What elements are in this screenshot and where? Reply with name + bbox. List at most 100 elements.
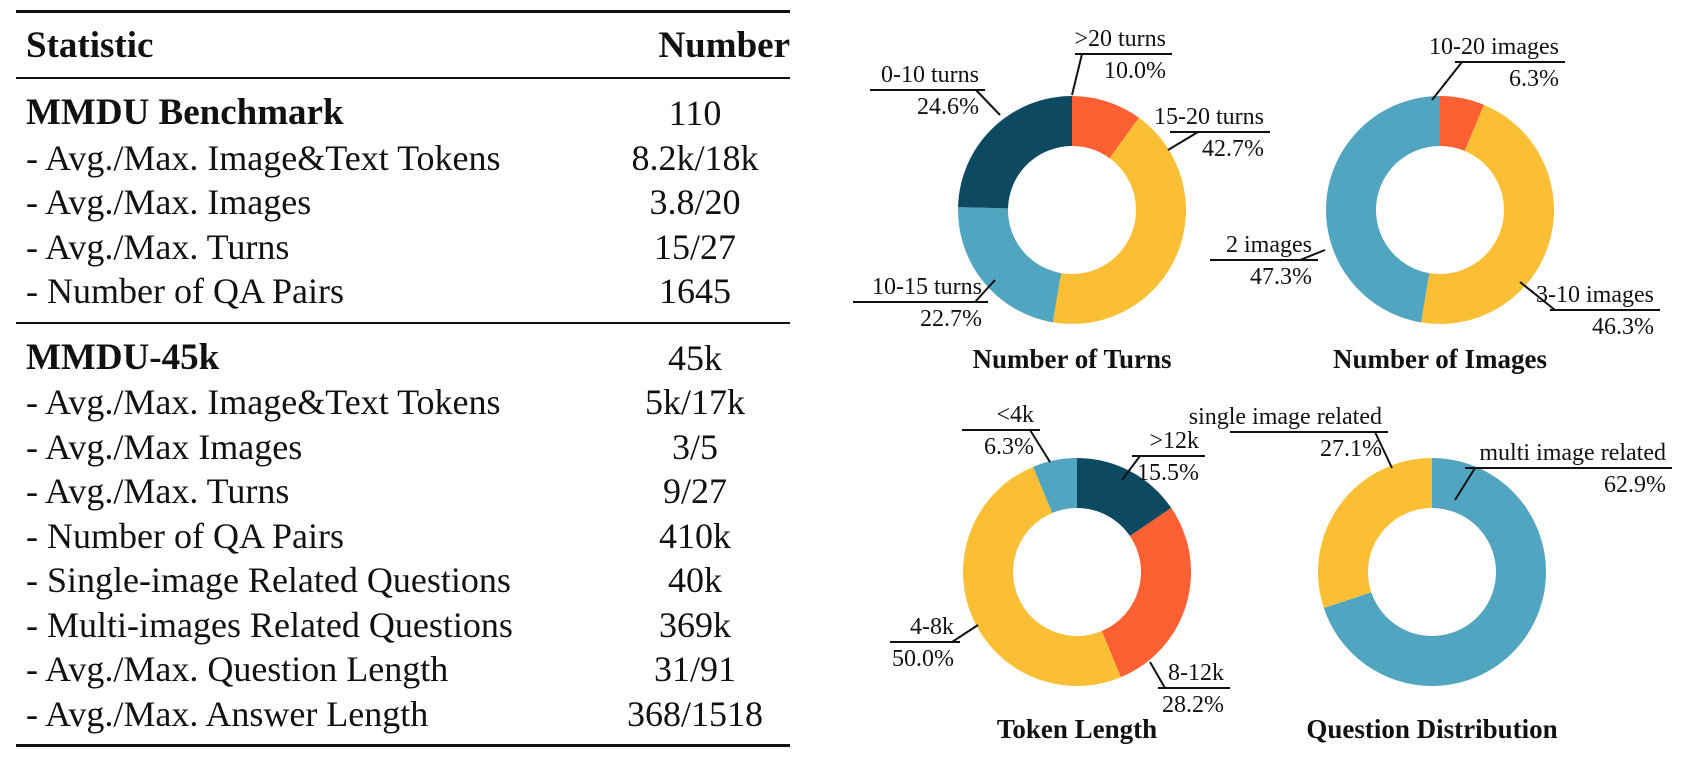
donut-slice xyxy=(1101,507,1192,678)
row-label: - Avg./Max. Answer Length xyxy=(26,693,429,734)
group-mmdu-45k: MMDU-45k 45k - Avg./Max. Image&Text Toke… xyxy=(16,324,790,745)
chart-title: Number of Images xyxy=(1333,344,1547,374)
chart-title: Token Length xyxy=(997,714,1157,744)
table-top-rule xyxy=(16,10,790,13)
slice-label: 10-20 images xyxy=(1429,34,1559,60)
donut-slice xyxy=(958,207,1062,323)
group-divider-rule xyxy=(16,321,790,324)
row-label: - Multi-images Related Questions xyxy=(26,604,513,645)
row-label: - Avg./Max Images xyxy=(26,426,303,467)
leader-line xyxy=(1029,429,1051,463)
table-header-row: Statistic Number xyxy=(16,13,790,77)
slice-label: 3-10 images xyxy=(1536,282,1654,308)
row-label: - Avg./Max. Image&Text Tokens xyxy=(26,137,501,178)
row-value: 410k xyxy=(659,515,731,556)
statistics-table: Statistic Number MMDU Benchmark 110 - Av… xyxy=(16,10,790,747)
table-row: - Avg./Max Images 3/5 xyxy=(16,425,790,470)
row-label: - Avg./Max. Image&Text Tokens xyxy=(26,382,501,422)
row-value: 3/5 xyxy=(671,426,718,467)
slice-label: single image related xyxy=(1189,404,1382,430)
slice-percentage: 62.9% xyxy=(1604,472,1666,498)
header-statistic: Statistic xyxy=(26,24,154,66)
slice-percentage: 47.3% xyxy=(1250,264,1312,290)
donut-slice xyxy=(1421,104,1554,324)
table-row: - Avg./Max. Images 3.8/20 xyxy=(16,180,790,225)
group-title-row: MMDU Benchmark 110 xyxy=(16,91,790,136)
slice-label: 15-20 turns xyxy=(1154,104,1264,130)
slice-label: <4k xyxy=(996,402,1034,428)
row-label: - Number of QA Pairs xyxy=(26,515,344,556)
group-total: 110 xyxy=(668,93,722,133)
slice-label: >20 turns xyxy=(1074,26,1166,52)
row-value: 8.2k/18k xyxy=(631,137,759,178)
group-title: MMDU-45k xyxy=(26,336,220,378)
leader-line xyxy=(1519,281,1556,311)
slice-percentage: 28.2% xyxy=(1162,692,1224,718)
row-value: 3.8/20 xyxy=(649,182,741,222)
group-mmdu-benchmark: MMDU Benchmark 110 - Avg./Max. Image&Tex… xyxy=(16,79,790,322)
header-number: Number xyxy=(658,24,790,66)
slice-label: 4-8k xyxy=(910,614,954,640)
row-value: 368/1518 xyxy=(626,693,763,734)
row-value: 5k/17k xyxy=(644,382,745,422)
row-value: 15/27 xyxy=(653,226,736,267)
leader-line xyxy=(951,624,979,643)
slice-percentage: 42.7% xyxy=(1202,136,1264,162)
donut-slice xyxy=(1077,458,1172,537)
group-title-row: MMDU-45k 45k xyxy=(16,336,790,381)
slice-percentage: 50.0% xyxy=(892,646,954,672)
table-row: - Avg./Max. Image&Text Tokens 5k/17k xyxy=(16,380,790,425)
table-row: - Avg./Max. Image&Text Tokens 8.2k/18k xyxy=(16,136,790,181)
row-value: 31/91 xyxy=(653,649,736,689)
slice-label: 8-12k xyxy=(1168,660,1224,686)
slice-label: 0-10 turns xyxy=(881,62,979,88)
leader-line xyxy=(1121,455,1141,481)
row-label: - Single-image Related Questions xyxy=(26,560,511,600)
slice-percentage: 24.6% xyxy=(917,94,979,120)
table-row: - Number of QA Pairs 1645 xyxy=(16,269,790,314)
slice-label: 10-15 turns xyxy=(872,274,982,300)
donut-slice xyxy=(1033,458,1077,513)
leader-line xyxy=(1149,661,1166,689)
donut-slice xyxy=(958,96,1072,209)
group-title: MMDU Benchmark xyxy=(26,92,344,133)
leader-line xyxy=(1431,61,1463,101)
slice-percentage: 6.3% xyxy=(984,434,1034,460)
table-bottom-rule xyxy=(16,744,790,747)
slice-percentage: 15.5% xyxy=(1137,460,1199,486)
donut-slice xyxy=(1072,96,1140,159)
leader-line xyxy=(974,279,996,303)
row-label: - Avg./Max. Turns xyxy=(26,471,290,511)
slice-percentage: 22.7% xyxy=(920,306,982,332)
donut-slice xyxy=(1317,458,1432,608)
slice-percentage: 46.3% xyxy=(1592,314,1654,340)
leader-line xyxy=(1374,431,1393,469)
leader-line xyxy=(1454,467,1476,501)
row-value: 1645 xyxy=(659,271,731,311)
chart-title: Number of Turns xyxy=(972,344,1171,374)
row-value: 9/27 xyxy=(662,471,727,511)
leader-line xyxy=(1071,53,1083,96)
row-label: - Avg./Max. Images xyxy=(26,182,312,222)
row-label: - Avg./Max. Turns xyxy=(26,226,290,267)
table-row: - Avg./Max. Turns 9/27 xyxy=(16,469,790,514)
leader-line xyxy=(1167,131,1199,151)
slice-percentage: 27.1% xyxy=(1320,436,1382,462)
slice-label: 2 images xyxy=(1226,232,1312,258)
table-row: - Number of QA Pairs 410k xyxy=(16,514,790,559)
table-row: - Avg./Max. Turns 15/27 xyxy=(16,225,790,270)
row-value: 369k xyxy=(659,604,731,645)
table-header-rule xyxy=(16,77,790,79)
donut-slice xyxy=(1326,96,1440,323)
slice-percentage: 6.3% xyxy=(1509,66,1559,92)
donut-slice xyxy=(1440,96,1484,151)
table-row: - Avg./Max. Answer Length 368/1518 xyxy=(16,692,790,737)
slice-label: >12k xyxy=(1149,428,1199,454)
donut-slice xyxy=(1323,458,1546,686)
leader-line xyxy=(1299,249,1326,261)
slice-percentage: 10.0% xyxy=(1104,58,1166,84)
group-total: 45k xyxy=(668,337,722,378)
table-row: - Avg./Max. Question Length 31/91 xyxy=(16,647,790,692)
donut-slice xyxy=(963,466,1121,686)
row-label: - Avg./Max. Question Length xyxy=(26,649,449,689)
